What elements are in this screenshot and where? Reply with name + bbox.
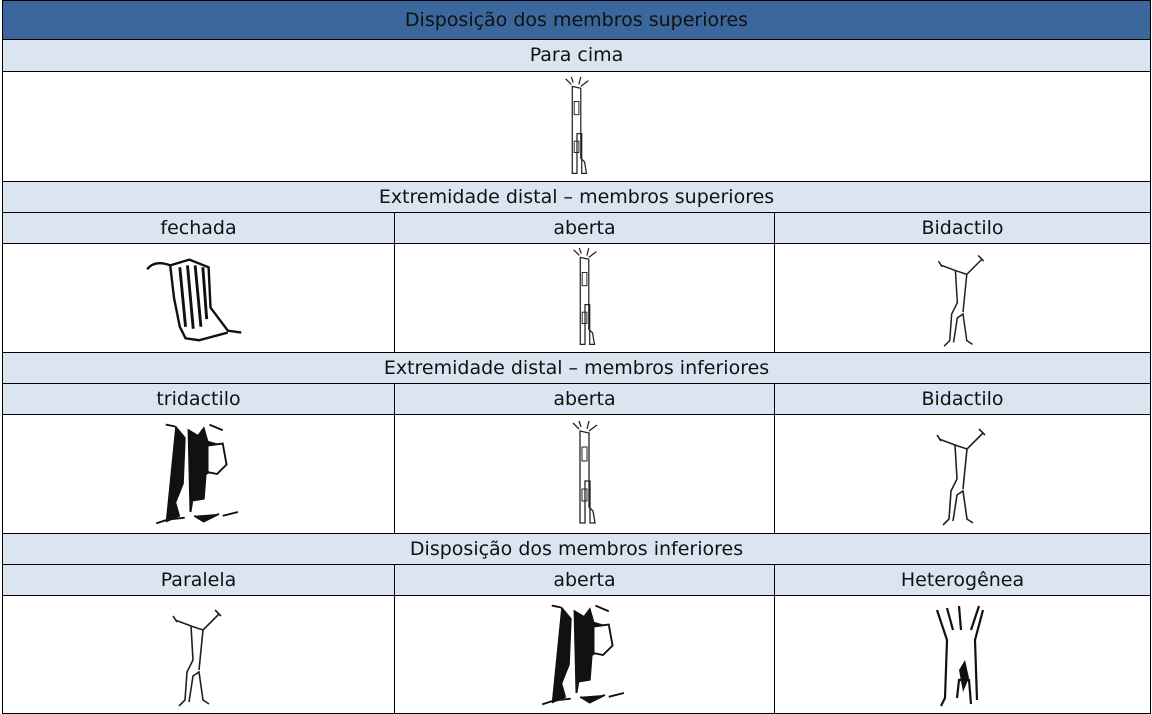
section-header: Para cima bbox=[1, 39, 1152, 72]
column-header: tridactilo bbox=[2, 383, 395, 415]
figure bbox=[565, 419, 605, 529]
image-cell bbox=[773, 243, 1152, 353]
figure bbox=[933, 246, 993, 350]
image-cell bbox=[773, 595, 1152, 714]
image-cell bbox=[394, 243, 775, 353]
column-header: Bidactilo bbox=[773, 212, 1152, 244]
section-header: Extremidade distal – membros inferiores bbox=[1, 352, 1152, 384]
image-cell bbox=[2, 243, 395, 353]
figure bbox=[144, 417, 254, 531]
figure bbox=[557, 75, 597, 179]
column-header: Bidactilo bbox=[773, 383, 1152, 415]
column-header: Heterogênea bbox=[773, 564, 1152, 596]
column-header: aberta bbox=[394, 564, 775, 596]
image-cell bbox=[773, 414, 1152, 534]
figure bbox=[565, 246, 605, 350]
column-header: fechada bbox=[2, 212, 395, 244]
column-header: aberta bbox=[394, 383, 775, 415]
image-cell bbox=[394, 414, 775, 534]
figure bbox=[169, 600, 229, 710]
table-title: Disposição dos membros superiores bbox=[1, 0, 1152, 40]
figure bbox=[139, 250, 259, 346]
image-cell bbox=[1, 71, 1152, 182]
section-header: Extremidade distal – membros superiores bbox=[1, 181, 1152, 213]
figure bbox=[530, 598, 640, 712]
image-cell bbox=[2, 595, 395, 714]
column-header: Paralela bbox=[2, 564, 395, 596]
image-cell bbox=[2, 414, 395, 534]
section-header: Disposição dos membros inferiores bbox=[1, 533, 1152, 565]
column-header: aberta bbox=[394, 212, 775, 244]
figure bbox=[923, 600, 1003, 710]
figure bbox=[933, 419, 993, 529]
image-cell bbox=[394, 595, 775, 714]
